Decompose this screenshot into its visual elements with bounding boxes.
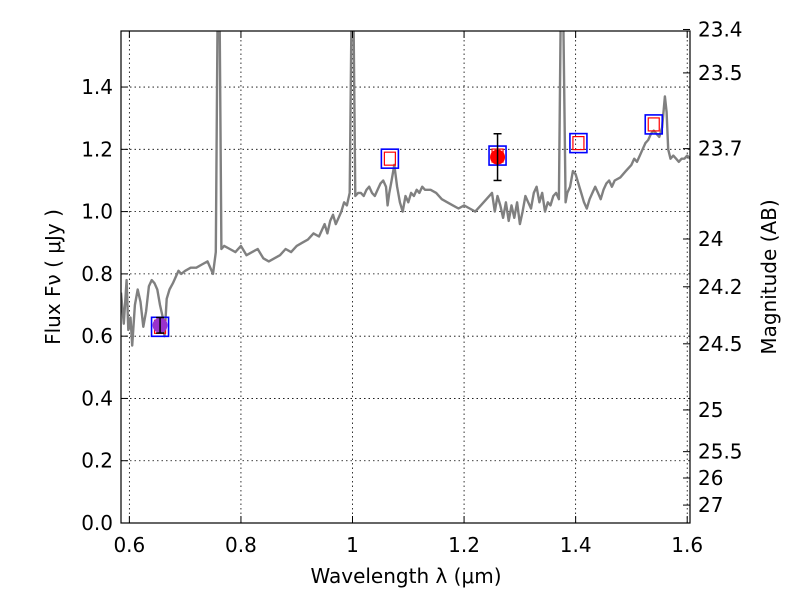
x-tick-label: 1.6: [671, 533, 703, 557]
y2-axis-label: Magnitude (AB): [757, 199, 781, 354]
model-point-inner: [572, 136, 585, 151]
y-tick-label: 0.4: [81, 386, 113, 410]
plot-frame: [120, 30, 691, 524]
model-point-inner: [383, 151, 396, 166]
y2-tick-label: 25: [698, 398, 723, 422]
y-tick-label: 0.8: [81, 262, 113, 286]
model-point-inner: [647, 117, 660, 132]
y2-tick-label: 27: [698, 493, 723, 517]
grid-layer: [121, 31, 690, 524]
y-tick-label: 0.0: [81, 511, 113, 535]
spectrum-line: [121, 31, 690, 347]
y2-tick-label: 24.2: [698, 275, 743, 299]
y2-tick-label: 26: [698, 466, 723, 490]
y2-tick-label: 25.5: [698, 440, 743, 464]
y-tick-label: 1.0: [81, 200, 113, 224]
y-axis-label: Flux Fν ( μJy ): [41, 209, 65, 345]
model-point-box: [380, 148, 400, 169]
y2-tick-label: 23.5: [698, 61, 743, 85]
x-tick-label: 1.2: [448, 533, 480, 557]
x-tick-label: 1.4: [560, 533, 592, 557]
y-tick-label: 1.4: [81, 75, 113, 99]
y2-tick-label: 24: [698, 227, 723, 251]
model-point-box: [569, 132, 588, 154]
observed-points-layer: [152, 133, 506, 334]
x-axis-label: Wavelength λ (μm): [310, 564, 501, 588]
model-point-box: [644, 114, 664, 135]
y-tick-label: 0.2: [81, 449, 113, 473]
x-axis-label-text: Wavelength λ (μm): [310, 564, 501, 588]
tick-layer: 0.6 0.8 1 1.2 1.4 1.6 0.0 0.2 0.4 0.6 0.8 1.0 1.2 1.4…: [81, 17, 742, 557]
x-tick-label: 1: [346, 533, 359, 557]
x-tick-label: 0.6: [113, 533, 145, 557]
x-tick-label: 0.8: [225, 533, 257, 557]
spectrum-layer: [121, 31, 690, 347]
y-tick-label: 0.6: [81, 324, 113, 348]
y2-tick-label: 23.7: [698, 137, 743, 161]
y-tick-label: 1.2: [81, 137, 113, 161]
y2-tick-label: 24.5: [698, 332, 743, 356]
model-points-layer: [150, 114, 664, 338]
y2-tick-label: 23.4: [698, 17, 743, 41]
